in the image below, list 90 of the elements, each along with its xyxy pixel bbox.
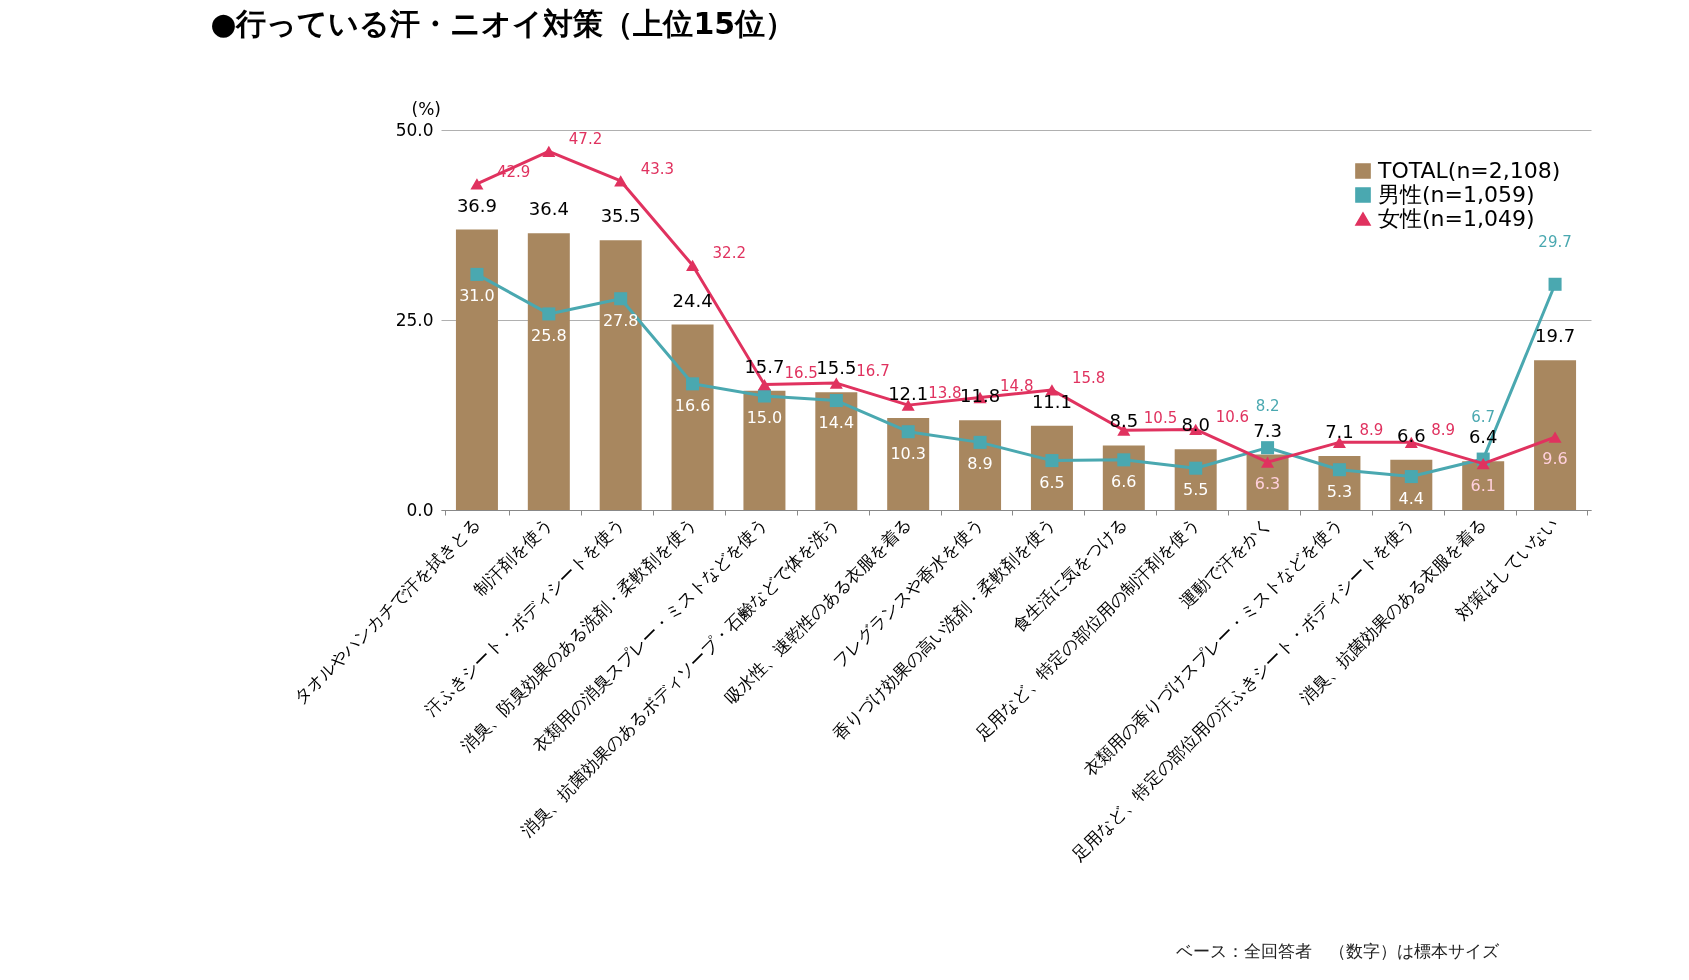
data-label: 36.9 <box>456 194 497 216</box>
bar <box>599 240 642 510</box>
data-label: 6.6 <box>1396 424 1426 446</box>
data-label: 10.5 <box>1143 409 1178 428</box>
bar <box>1246 454 1289 510</box>
legend-label: TOTAL(n=2,108) <box>1377 158 1561 183</box>
data-label: 8.9 <box>967 454 993 474</box>
bar <box>455 229 498 510</box>
data-label: 14.4 <box>818 412 855 432</box>
bar <box>671 324 714 510</box>
data-label: 35.5 <box>600 205 641 227</box>
point <box>614 292 628 306</box>
data-label: 16.7 <box>856 362 890 381</box>
data-label: 8.9 <box>1359 421 1384 440</box>
point <box>542 145 556 157</box>
data-label: 4.4 <box>1398 488 1425 508</box>
data-label: 36.4 <box>528 198 569 220</box>
point <box>901 425 915 439</box>
y-tick-label: 0.0 <box>406 499 434 520</box>
point <box>470 178 484 190</box>
point <box>686 377 700 391</box>
point <box>757 378 771 391</box>
bar <box>1102 445 1145 510</box>
bar <box>1534 360 1577 510</box>
point <box>1189 461 1203 475</box>
y-tick-label: 25.0 <box>395 309 434 330</box>
point <box>1476 457 1490 470</box>
data-label: 7.1 <box>1325 421 1354 443</box>
data-label: 9.6 <box>1542 449 1568 469</box>
point <box>829 377 843 389</box>
bar <box>887 418 930 510</box>
data-label: 14.8 <box>1000 376 1034 395</box>
point <box>1332 463 1346 477</box>
point <box>614 175 628 187</box>
text: ベース：全回答者 （数字）は標本サイズ <box>1176 940 1499 963</box>
data-label: 7.3 <box>1253 419 1282 441</box>
point <box>1261 456 1275 468</box>
data-label: 24.4 <box>672 289 713 311</box>
point <box>686 259 700 271</box>
data-label: 32.2 <box>712 244 746 263</box>
data-label: 29.7 <box>1538 233 1572 252</box>
data-label: 10.6 <box>1215 408 1250 427</box>
point <box>542 307 556 321</box>
point <box>973 435 987 449</box>
point <box>829 394 843 408</box>
point <box>757 389 771 403</box>
data-label: 27.8 <box>602 310 639 330</box>
point <box>901 399 915 411</box>
chart-title: ●行っている汗・ニオイ対策（上位15位） <box>210 6 796 41</box>
point <box>1045 384 1059 396</box>
data-label: 12.1 <box>888 383 929 405</box>
data-label: 5.3 <box>1326 481 1353 501</box>
point <box>1548 277 1562 291</box>
point <box>1261 441 1275 455</box>
bar <box>1030 425 1073 510</box>
data-label: 13.8 <box>928 384 962 403</box>
legend-label: 女性(n=1,049) <box>1378 206 1535 231</box>
point <box>1117 453 1131 467</box>
data-label: 47.2 <box>568 130 603 149</box>
data-label: 25.8 <box>531 325 567 345</box>
data-label: 16.6 <box>674 395 711 415</box>
data-label: 8.5 <box>1109 410 1139 432</box>
data-label: 6.6 <box>1111 471 1137 491</box>
bar <box>815 392 858 510</box>
data-label: 43.3 <box>640 159 675 178</box>
data-label: 10.3 <box>890 443 926 463</box>
data-label: 5.5 <box>1182 480 1209 500</box>
data-label: 31.0 <box>459 286 495 306</box>
bar <box>743 390 786 510</box>
data-label: 6.7 <box>1471 408 1496 427</box>
data-label: 6.5 <box>1039 472 1065 492</box>
data-label: 8.2 <box>1255 396 1280 415</box>
data-label: 6.1 <box>1470 475 1496 495</box>
point <box>1404 470 1418 484</box>
y-axis-title: (%) <box>411 98 441 119</box>
data-label: 19.7 <box>1535 325 1576 347</box>
data-label: 8.9 <box>1431 421 1456 440</box>
legend-label: 男性(n=1,059) <box>1378 182 1535 207</box>
bar <box>959 420 1002 510</box>
point <box>470 267 484 281</box>
data-label: 15.5 <box>816 357 857 379</box>
data-label: 16.5 <box>784 363 818 382</box>
data-label: 6.3 <box>1254 474 1281 494</box>
data-label: 11.1 <box>1031 390 1072 412</box>
point <box>1548 431 1562 443</box>
bar <box>527 233 570 510</box>
y-tick-label: 50.0 <box>395 119 434 140</box>
data-label: 15.0 <box>746 408 783 427</box>
point <box>1045 454 1059 468</box>
data-label: 15.8 <box>1071 368 1106 387</box>
